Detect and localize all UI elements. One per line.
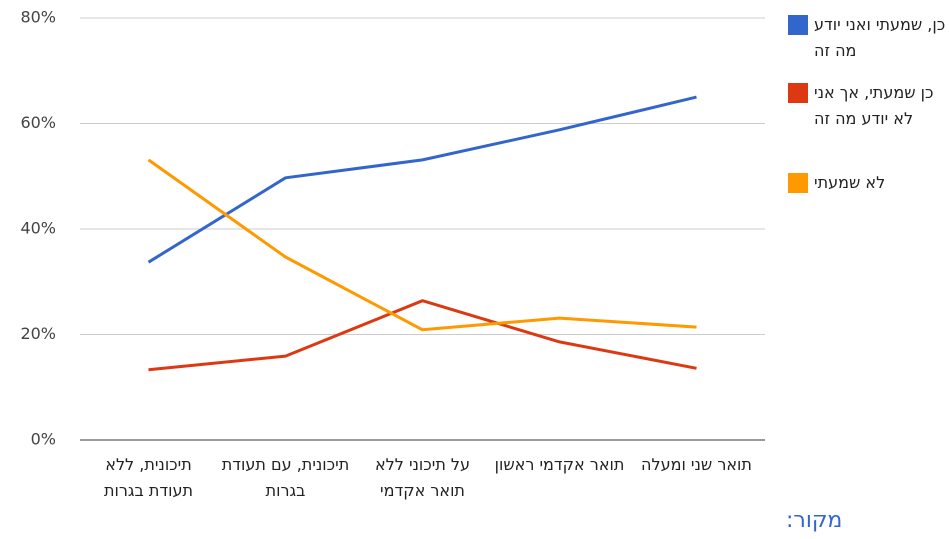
series-line xyxy=(148,299,697,372)
series-line xyxy=(147,95,697,264)
legend-label: כן, שמעתי ואני יודע מה זה xyxy=(814,15,946,60)
x-tick-label: תיכונית, עם תעודת בגרות xyxy=(221,455,350,500)
series-line xyxy=(147,158,697,332)
y-tick-label: 60% xyxy=(20,113,56,132)
y-tick-label: 0% xyxy=(31,430,56,449)
x-tick-label: תואר שני ומעלה xyxy=(641,455,752,474)
legend-swatch xyxy=(788,173,808,193)
y-tick-label: 40% xyxy=(20,219,56,238)
x-tick-label: תיכונית, ללא תעודת בגרות xyxy=(104,455,193,500)
y-tick-label: 20% xyxy=(20,324,56,343)
legend-swatch xyxy=(788,83,808,103)
legend-swatch xyxy=(788,15,808,35)
legend-label: כן שמעתי, אך אני לא יודע מה זה xyxy=(814,83,934,128)
legend-label: לא שמעתי xyxy=(814,173,886,192)
x-tick-label: על תיכוני ללא תואר אקדמי xyxy=(374,455,471,500)
y-tick-label: 80% xyxy=(20,8,56,27)
source-label: מקור: xyxy=(786,508,843,533)
x-tick-label: תואר אקדמי ראשון xyxy=(494,455,625,474)
